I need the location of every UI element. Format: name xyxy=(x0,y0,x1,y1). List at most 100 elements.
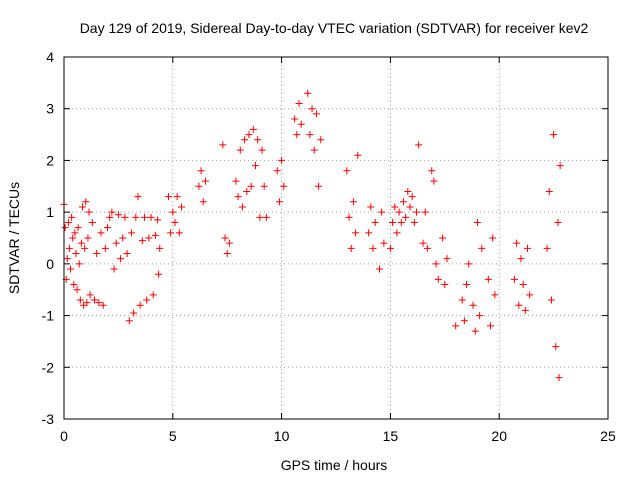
data-point xyxy=(95,299,103,307)
data-point xyxy=(141,213,149,221)
data-point xyxy=(526,291,534,299)
data-point xyxy=(545,187,553,195)
data-point xyxy=(460,317,468,325)
data-point xyxy=(555,374,563,382)
data-point xyxy=(76,296,84,304)
data-point xyxy=(513,239,521,247)
data-point xyxy=(67,265,75,273)
data-point xyxy=(154,216,162,224)
data-point xyxy=(147,213,155,221)
data-point xyxy=(97,229,105,237)
data-point xyxy=(432,260,440,268)
data-point xyxy=(458,296,466,304)
data-point xyxy=(78,203,86,211)
data-point xyxy=(486,322,494,330)
data-point xyxy=(65,244,73,252)
data-point xyxy=(101,244,109,252)
tick-labels: 0 5 10 15 20 25 -3 -2 -1 0 1 2 3 4 xyxy=(42,49,616,444)
data-point xyxy=(515,301,523,309)
data-point xyxy=(125,317,133,325)
data-point xyxy=(258,146,266,154)
data-point xyxy=(75,260,83,268)
data-point xyxy=(343,167,351,175)
data-point xyxy=(428,167,436,175)
data-point xyxy=(410,218,418,226)
data-point xyxy=(173,193,181,201)
data-point xyxy=(291,115,299,123)
data-point xyxy=(85,208,93,216)
y-axis-label: SDTVAR / TECUs xyxy=(6,182,22,294)
data-point xyxy=(73,286,81,294)
data-point xyxy=(254,136,262,144)
data-point xyxy=(86,291,94,299)
data-point xyxy=(415,141,423,149)
data-point xyxy=(519,281,527,289)
data-point xyxy=(249,125,257,133)
data-point xyxy=(221,234,229,242)
data-point xyxy=(61,224,69,232)
data-point xyxy=(293,131,301,139)
data-point xyxy=(69,234,77,242)
data-point xyxy=(123,250,131,258)
x-tick-label: 5 xyxy=(169,428,177,444)
data-point xyxy=(473,218,481,226)
data-point xyxy=(297,120,305,128)
data-point xyxy=(484,275,492,283)
data-point xyxy=(175,229,183,237)
x-tick-label: 25 xyxy=(600,428,616,444)
data-point xyxy=(238,203,246,211)
x-axis-label: GPS time / hours xyxy=(281,457,388,473)
data-point xyxy=(195,182,203,190)
data-point xyxy=(317,136,325,144)
data-point xyxy=(130,309,138,317)
plot-frame xyxy=(63,56,609,420)
data-point xyxy=(547,296,555,304)
data-point xyxy=(251,162,259,170)
data-point xyxy=(164,193,172,201)
data-point xyxy=(72,250,80,258)
data-point xyxy=(312,110,320,118)
data-point xyxy=(81,244,89,252)
data-point xyxy=(315,182,323,190)
data-point xyxy=(108,208,116,216)
data-point xyxy=(380,239,388,247)
data-point xyxy=(106,213,114,221)
data-point xyxy=(104,224,112,232)
data-point xyxy=(236,146,244,154)
data-point xyxy=(402,213,410,221)
data-point xyxy=(82,198,90,206)
data-point xyxy=(71,229,79,237)
x-tick-label: 20 xyxy=(491,428,507,444)
data-point xyxy=(88,218,96,226)
y-tick-label: -1 xyxy=(42,308,55,324)
data-point xyxy=(469,301,477,309)
data-point xyxy=(156,244,164,252)
data-point xyxy=(278,156,286,164)
data-point xyxy=(199,198,207,206)
data-point xyxy=(521,306,529,314)
data-point xyxy=(304,89,312,97)
data-point xyxy=(169,208,177,216)
x-tick-label: 15 xyxy=(383,428,399,444)
data-point xyxy=(151,231,159,239)
data-point xyxy=(489,234,497,242)
data-point xyxy=(378,208,386,216)
data-point xyxy=(127,229,135,237)
data-point xyxy=(64,218,72,226)
data-point xyxy=(234,193,242,201)
data-point xyxy=(241,136,249,144)
data-point xyxy=(423,244,431,252)
data-point xyxy=(406,203,414,211)
data-point xyxy=(395,208,403,216)
data-point xyxy=(136,301,144,309)
data-point xyxy=(74,224,82,232)
y-tick-label: 2 xyxy=(46,152,54,168)
data-point xyxy=(243,187,251,195)
data-point xyxy=(371,218,379,226)
data-point xyxy=(421,208,429,216)
data-points xyxy=(60,89,564,382)
data-point xyxy=(345,213,353,221)
data-point xyxy=(280,182,288,190)
data-point xyxy=(369,244,377,252)
data-point xyxy=(110,265,118,273)
